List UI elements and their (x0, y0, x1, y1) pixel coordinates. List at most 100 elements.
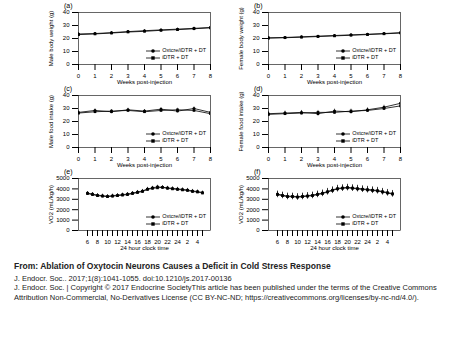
svg-text:7: 7 (192, 73, 196, 79)
svg-text:2000: 2000 (246, 207, 260, 213)
svg-text:3000: 3000 (56, 196, 70, 202)
svg-text:Male body weight (g): Male body weight (g) (48, 11, 54, 67)
svg-text:4: 4 (196, 239, 200, 245)
svg-text:22: 22 (354, 238, 361, 245)
svg-text:0: 0 (267, 156, 271, 162)
svg-text:2000: 2000 (56, 207, 70, 213)
svg-text:6: 6 (366, 156, 370, 162)
svg-text:22: 22 (164, 238, 171, 245)
svg-text:Weeks post-injection: Weeks post-injection (307, 79, 362, 85)
svg-text:10: 10 (294, 239, 301, 245)
svg-text:VO2 (mL/kg/h): VO2 (mL/kg/h) (238, 185, 244, 224)
svg-text:0: 0 (256, 227, 260, 233)
svg-text:14: 14 (314, 238, 321, 245)
svg-text:VO2 (mL/kg/h): VO2 (mL/kg/h) (48, 185, 54, 224)
svg-text:20: 20 (253, 118, 260, 124)
svg-text:1: 1 (283, 73, 287, 79)
svg-text:6: 6 (176, 73, 180, 79)
svg-text:0: 0 (66, 227, 70, 233)
svg-text:24 hour clock time: 24 hour clock time (120, 245, 169, 251)
html-text:From: Ablation of Oxytocin Neu: From: Ablation of Oxytocin Neurons Cause… (14, 261, 331, 271)
svg-text:8: 8 (209, 73, 213, 79)
svg-text:8: 8 (209, 156, 213, 162)
svg-text:24: 24 (364, 239, 371, 245)
svg-text:2: 2 (186, 239, 190, 245)
svg-text:Weeks post-injection: Weeks post-injection (307, 162, 362, 168)
svg-text:20: 20 (344, 238, 351, 245)
svg-text:Male food intake (g): Male food intake (g) (48, 95, 54, 148)
svg-text:0: 0 (77, 73, 81, 79)
svg-text:40: 40 (63, 9, 70, 15)
svg-text:14: 14 (124, 238, 131, 245)
svg-text:30: 30 (63, 22, 70, 28)
svg-text:8: 8 (399, 73, 403, 79)
svg-text:40: 40 (63, 92, 70, 98)
html-text:(e): (e) (64, 168, 73, 175)
svg-text:1: 1 (93, 73, 97, 79)
svg-text:10: 10 (63, 131, 70, 137)
svg-text:7: 7 (382, 156, 386, 162)
svg-text:6: 6 (86, 239, 90, 245)
svg-text:1: 1 (283, 156, 287, 162)
svg-text:20: 20 (63, 118, 70, 124)
svg-text:4000: 4000 (246, 186, 260, 192)
svg-text:20: 20 (63, 35, 70, 41)
svg-text:1000: 1000 (246, 217, 260, 223)
svg-text:7: 7 (382, 73, 386, 79)
svg-text:4: 4 (386, 239, 390, 245)
svg-text:3000: 3000 (246, 196, 260, 202)
svg-text:1000: 1000 (56, 217, 70, 223)
svg-text:Female food intake (g): Female food intake (g) (238, 91, 244, 151)
svg-text:18: 18 (144, 238, 151, 245)
svg-text:5000: 5000 (56, 175, 70, 181)
svg-text:Weeks post-injection: Weeks post-injection (117, 162, 172, 168)
svg-text:40: 40 (253, 9, 260, 15)
svg-text:24 hour clock time: 24 hour clock time (310, 245, 359, 251)
svg-text:6: 6 (176, 156, 180, 162)
svg-text:1: 1 (93, 156, 97, 162)
svg-text:0: 0 (66, 144, 70, 150)
svg-text:0: 0 (267, 73, 271, 79)
svg-text:0: 0 (77, 156, 81, 162)
svg-text:24: 24 (174, 239, 181, 245)
svg-text:8: 8 (399, 156, 403, 162)
svg-text:30: 30 (253, 105, 260, 111)
svg-text:16: 16 (134, 238, 141, 245)
svg-text:30: 30 (63, 105, 70, 111)
svg-text:2: 2 (300, 156, 304, 162)
html-text:(b): (b) (254, 2, 263, 9)
html-text:(c): (c) (64, 85, 73, 92)
html-text:(d): (d) (254, 85, 263, 92)
svg-text:4000: 4000 (56, 186, 70, 192)
svg-text:5000: 5000 (246, 175, 260, 181)
svg-text:6: 6 (276, 239, 280, 245)
svg-text:8: 8 (96, 239, 100, 245)
svg-text:2: 2 (110, 156, 114, 162)
svg-text:7: 7 (192, 156, 196, 162)
svg-text:20: 20 (154, 238, 161, 245)
svg-text:10: 10 (63, 48, 70, 54)
svg-text:12: 12 (114, 238, 121, 245)
svg-text:16: 16 (324, 238, 331, 245)
svg-text:30: 30 (253, 22, 260, 28)
svg-text:18: 18 (334, 238, 341, 245)
svg-text:10: 10 (253, 131, 260, 137)
svg-text:Female body weight (g): Female body weight (g) (238, 7, 244, 70)
svg-text:10: 10 (104, 239, 111, 245)
svg-text:6: 6 (366, 73, 370, 79)
svg-text:8: 8 (286, 239, 290, 245)
svg-text:40: 40 (253, 92, 260, 98)
html-text:(a): (a) (64, 2, 73, 9)
svg-text:0: 0 (256, 144, 260, 150)
svg-text:0: 0 (66, 61, 70, 67)
svg-text:0: 0 (256, 61, 260, 67)
svg-text:12: 12 (304, 238, 311, 245)
html-text:J. Endocr. Soc.. 2017;1(8):104: J. Endocr. Soc.. 2017;1(8):1041-1055. do… (14, 273, 232, 283)
svg-text:10: 10 (253, 48, 260, 54)
svg-text:2: 2 (300, 73, 304, 79)
svg-text:2: 2 (376, 239, 380, 245)
svg-text:20: 20 (253, 35, 260, 41)
svg-text:2: 2 (110, 73, 114, 79)
html-text:J. Endocr. Soc. | Copyright ©: J. Endocr. Soc. | Copyright © 2017 Endoc… (14, 283, 437, 302)
svg-text:Weeks post-injection: Weeks post-injection (117, 79, 172, 85)
